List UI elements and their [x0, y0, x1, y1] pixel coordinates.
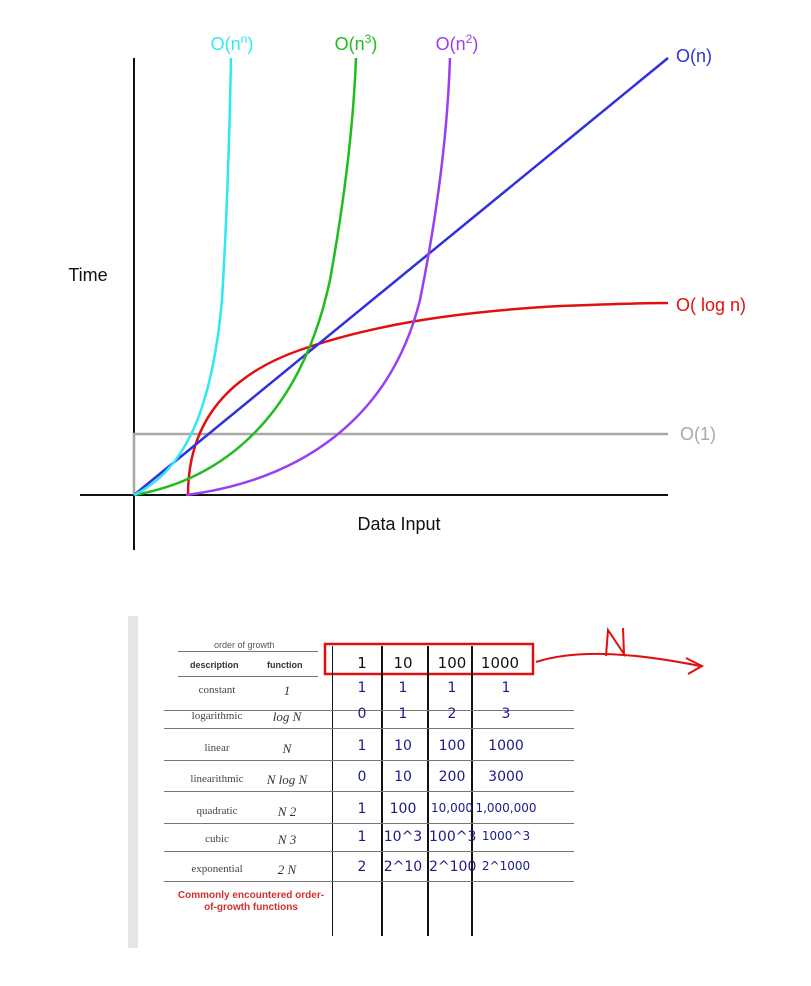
y-axis-label: Time: [68, 265, 107, 285]
series-on-line: [133, 57, 669, 496]
row-separator: [164, 728, 574, 729]
series-on3-label: O(n3): [335, 32, 378, 54]
series-on3-line: [133, 57, 358, 497]
table-cell: 3000: [488, 769, 524, 785]
table-cell: 1000: [488, 738, 524, 754]
row-description: linear: [204, 742, 230, 754]
annotation-arrow: [535, 652, 701, 667]
table-cell: 1: [357, 738, 367, 754]
table-cell: 2^1000: [481, 859, 531, 873]
row-function: 1: [283, 683, 291, 698]
table-cell: 10: [394, 769, 412, 785]
column-header-n-10: 10: [393, 654, 413, 672]
caption-rule: [178, 651, 318, 652]
series-o1-label: O(1): [680, 424, 716, 444]
row-function: N: [282, 741, 292, 756]
table-cell: 10^3: [383, 829, 423, 845]
row-description: linearithmic: [190, 773, 244, 785]
row-description: quadratic: [196, 805, 238, 817]
header-rule: [178, 676, 318, 677]
row-function: N 3: [277, 832, 297, 847]
table-cell: 1: [501, 680, 511, 696]
row-description: exponential: [191, 863, 243, 875]
page-edge-bar: [128, 616, 138, 948]
row-function: 2 N: [277, 862, 297, 877]
table-cell: 3: [501, 706, 511, 722]
series-on2-label: O(n2): [436, 32, 479, 54]
table-cell: 0: [357, 769, 367, 785]
series-ologn-line: [186, 301, 669, 496]
table-cell: 1: [447, 680, 457, 696]
series-on2-line: [185, 57, 452, 497]
big-o-chart: Time Data Input O(nn) O(n3) O(n2) O(n) O…: [68, 32, 746, 550]
series-onn-label: O(nn): [211, 32, 254, 54]
row-function: log N: [272, 709, 302, 724]
table-cell: 1,000,000: [475, 801, 537, 815]
table-cell: 1: [357, 829, 367, 845]
series-onn-line: [133, 57, 233, 497]
row-separator: [164, 760, 574, 761]
table-cell: 1: [357, 801, 367, 817]
table-cell: 10,000: [431, 801, 473, 815]
table-cell: 100^3: [429, 829, 477, 845]
arrow-head-icon: [685, 657, 705, 675]
table-cell: 200: [438, 769, 466, 785]
column-header-n-1000: 1000: [480, 654, 520, 672]
table-cell: 2: [447, 706, 457, 722]
row-separator: [164, 710, 574, 711]
column-header-function: function: [267, 660, 303, 670]
row-description: logarithmic: [191, 710, 243, 722]
row-function: N 2: [277, 804, 297, 819]
table-cell: 1: [398, 680, 408, 696]
series-ologn-label: O( log n): [676, 295, 746, 315]
series-on-label: O(n): [676, 46, 712, 66]
table-cell: 0: [357, 706, 367, 722]
row-separator: [164, 791, 574, 792]
table-cell: 100: [389, 801, 417, 817]
table-cell: 10: [394, 738, 412, 754]
table-cell: 1000^3: [481, 829, 531, 843]
x-axis-label: Data Input: [357, 514, 440, 534]
table-footer: Commonly encountered order-of-growth fun…: [177, 890, 325, 913]
row-separator: [164, 851, 574, 852]
table-cell: 1: [398, 706, 408, 722]
annotation-layer: [323, 627, 705, 676]
table-caption: order of growth: [214, 640, 275, 650]
column-header-n-100: 100: [437, 654, 467, 672]
table-cell: 2^100: [429, 859, 477, 875]
row-separator: [164, 823, 574, 824]
column-header-description: description: [190, 660, 239, 670]
row-function: N log N: [266, 772, 308, 787]
table-cell: 1: [357, 680, 367, 696]
series-o1-line: [132, 432, 668, 495]
table-cell: 2: [357, 859, 367, 875]
n-letter-mark: [605, 627, 626, 658]
row-separator: [164, 881, 574, 882]
row-description: constant: [198, 684, 236, 696]
row-description: cubic: [205, 833, 229, 845]
table-cell: 2^10: [383, 859, 423, 875]
table-cell: 100: [438, 738, 466, 754]
header-highlight-box: [323, 642, 535, 676]
column-header-n-1: 1: [357, 654, 367, 672]
